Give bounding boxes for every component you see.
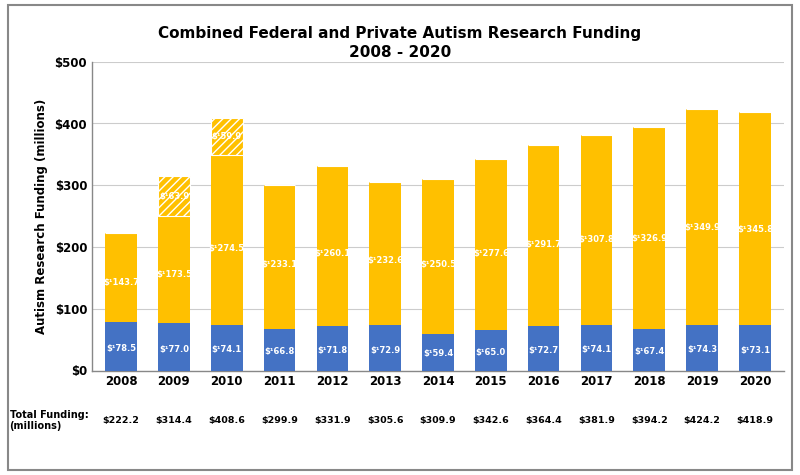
Bar (686, 109, 718, 324)
Text: $¹307.8: $¹307.8 (578, 235, 614, 244)
Bar (158, 323, 190, 370)
Text: $394.2: $394.2 (631, 416, 668, 425)
Bar (317, 166, 348, 326)
Bar (634, 127, 665, 329)
Text: $¹260.1: $¹260.1 (314, 249, 350, 258)
Text: $¹326.9: $¹326.9 (631, 234, 667, 243)
Text: $¹66.8: $¹66.8 (265, 347, 294, 356)
Bar (422, 179, 454, 334)
Text: $¹277.6: $¹277.6 (473, 249, 509, 258)
Text: $¹349.9: $¹349.9 (684, 223, 720, 232)
Text: $¹73.1: $¹73.1 (740, 346, 770, 355)
Bar (106, 233, 137, 322)
Bar (264, 185, 295, 329)
Bar (264, 329, 295, 370)
Text: $342.6: $342.6 (473, 416, 509, 425)
Bar (739, 325, 770, 370)
Bar (370, 325, 401, 370)
Bar (211, 155, 242, 325)
Text: $¹74.1: $¹74.1 (582, 345, 611, 354)
Bar (211, 118, 242, 155)
Bar (528, 145, 559, 325)
Text: $¹173.5: $¹173.5 (156, 270, 192, 279)
Bar (211, 325, 242, 370)
Text: $381.9: $381.9 (578, 416, 615, 425)
Bar (581, 325, 612, 370)
Text: $¹143.7: $¹143.7 (103, 277, 139, 286)
Text: $¹59.9: $¹59.9 (212, 132, 242, 141)
Text: $408.6: $408.6 (208, 416, 245, 425)
Bar (528, 325, 559, 370)
Bar (370, 182, 401, 325)
Text: 2008 - 2020: 2008 - 2020 (349, 45, 451, 60)
Bar (158, 216, 190, 323)
Text: $¹232.6: $¹232.6 (367, 256, 403, 266)
Text: $¹77.0: $¹77.0 (159, 344, 189, 353)
Text: $¹71.8: $¹71.8 (318, 346, 347, 355)
Text: $¹67.4: $¹67.4 (634, 347, 665, 356)
Bar (475, 159, 506, 331)
Bar (739, 112, 770, 325)
Bar (581, 135, 612, 325)
Text: $¹65.0: $¹65.0 (476, 348, 506, 357)
Text: $418.9: $418.9 (737, 416, 774, 425)
Text: $¹233.1: $¹233.1 (262, 260, 298, 269)
Text: $¹291.7: $¹291.7 (526, 240, 562, 249)
Bar (317, 326, 348, 370)
Text: $364.4: $364.4 (526, 416, 562, 425)
Y-axis label: Autism Research Funding (millions): Autism Research Funding (millions) (34, 98, 47, 334)
Text: $331.9: $331.9 (314, 416, 350, 425)
Text: $309.9: $309.9 (420, 416, 456, 425)
Text: $¹63.9: $¹63.9 (159, 191, 189, 200)
Text: $¹72.9: $¹72.9 (370, 346, 400, 355)
Text: $222.2: $222.2 (102, 416, 139, 425)
Bar (106, 322, 137, 370)
Text: $424.2: $424.2 (684, 416, 721, 425)
Text: $299.9: $299.9 (261, 416, 298, 425)
Bar (422, 334, 454, 370)
Text: $314.4: $314.4 (155, 416, 192, 425)
Text: $¹74.3: $¹74.3 (687, 345, 717, 354)
Text: $¹72.7: $¹72.7 (529, 346, 558, 355)
Bar (475, 331, 506, 370)
Text: $¹250.5: $¹250.5 (420, 260, 456, 269)
Text: $¹345.8: $¹345.8 (737, 225, 773, 234)
Bar (634, 329, 665, 370)
Text: Combined Federal and Private Autism Research Funding: Combined Federal and Private Autism Rese… (158, 26, 642, 41)
Text: $305.6: $305.6 (367, 416, 403, 425)
Bar (686, 324, 718, 370)
Text: $¹74.1: $¹74.1 (211, 345, 242, 354)
Text: Total Funding:
(millions): Total Funding: (millions) (10, 409, 88, 431)
Text: $¹59.4: $¹59.4 (423, 350, 453, 359)
Text: $¹78.5: $¹78.5 (106, 344, 136, 353)
Bar (158, 176, 190, 216)
Text: $¹274.5: $¹274.5 (209, 244, 245, 253)
